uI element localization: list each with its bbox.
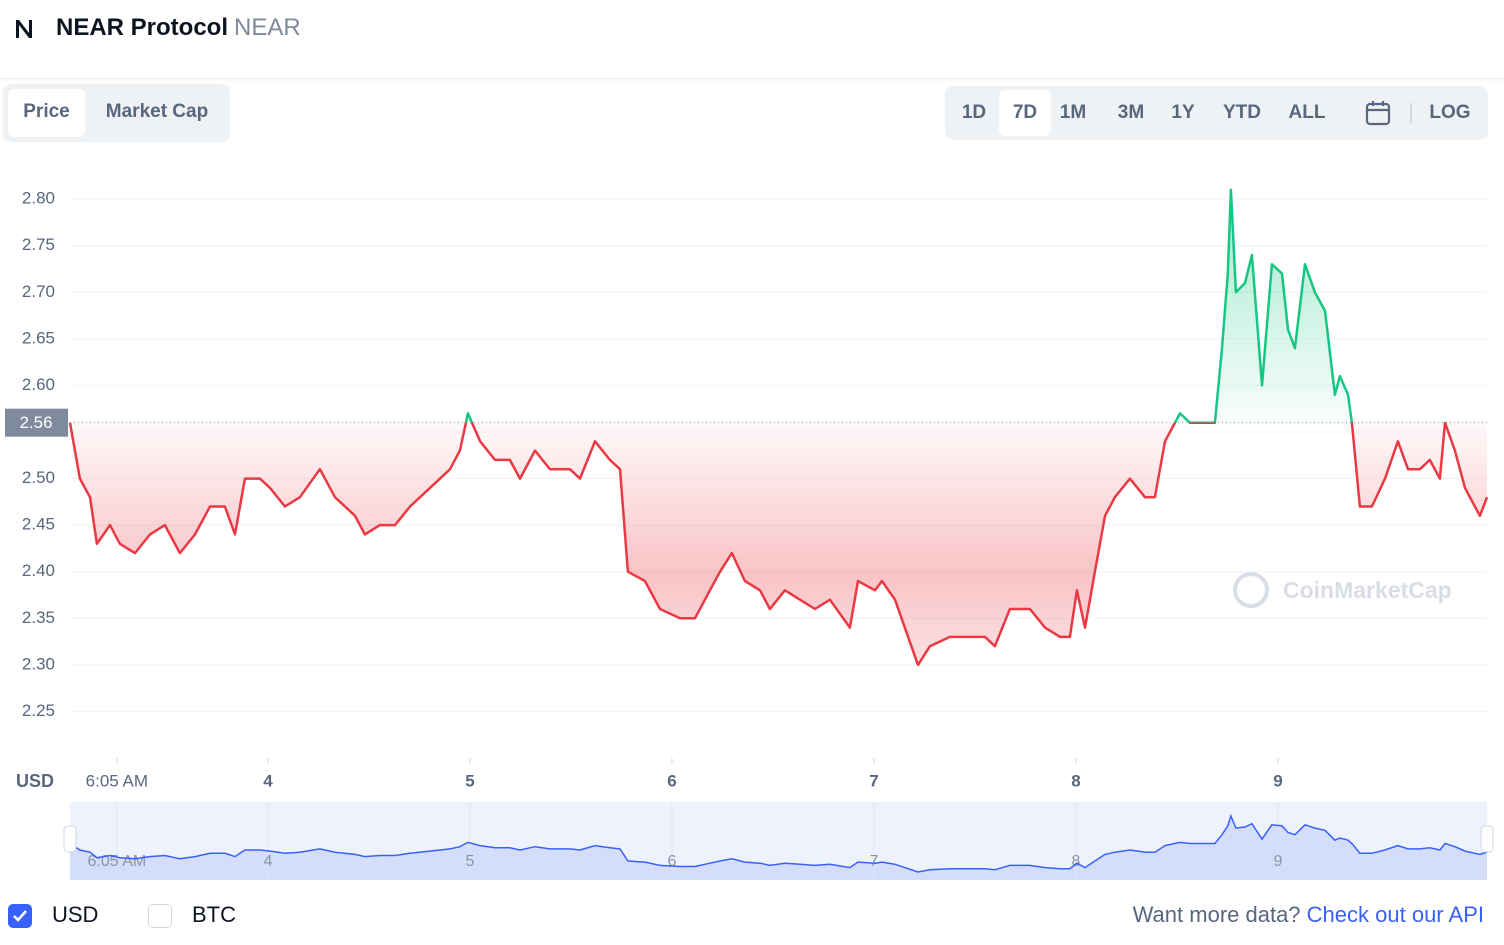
range-button[interactable]: 1M — [1059, 102, 1087, 123]
x-tick-label: 9 — [1273, 771, 1282, 790]
log-toggle[interactable]: LOG — [1429, 102, 1471, 123]
y-tick-label: 2.70 — [22, 282, 55, 301]
range-button[interactable]: 1Y — [1171, 102, 1195, 123]
checkbox[interactable] — [148, 904, 172, 928]
y-tick-label: 2.35 — [22, 608, 55, 627]
price-area — [70, 189, 1487, 665]
navigator-area — [70, 816, 1487, 880]
navigator-label: 4 — [264, 853, 273, 870]
range-button[interactable]: YTD — [1223, 102, 1261, 123]
currency-label: USD — [52, 902, 99, 927]
calendar-icon[interactable] — [1363, 98, 1393, 128]
y-tick-label: 2.45 — [22, 515, 55, 534]
range-button[interactable]: 1D — [961, 102, 987, 123]
tab[interactable]: Market Cap — [105, 101, 209, 122]
x-tick-label: 8 — [1071, 771, 1080, 790]
navigator-label: 8 — [1071, 853, 1080, 870]
coin-title: NEAR Protocol NEAR — [56, 14, 301, 42]
y-tick-label: 2.25 — [22, 701, 55, 720]
navigator-label: 7 — [869, 853, 878, 870]
watermark-logo — [1233, 572, 1269, 608]
navigator-line — [69, 813, 1488, 873]
api-link[interactable]: Check out our API — [1306, 902, 1484, 927]
y-tick-label: 2.80 — [22, 189, 55, 208]
range-group: LOG 1D 7D 1M 3M 1Y YTD ALL — [945, 86, 1488, 140]
x-tick-label: 6:05 AM — [86, 771, 148, 790]
check-icon — [13, 910, 27, 922]
tab[interactable]: Price — [8, 89, 85, 137]
header: NEAR Protocol NEAR — [0, 0, 1504, 79]
navigator-handle — [63, 825, 77, 853]
navigator-label: 9 — [1273, 853, 1282, 870]
range-button[interactable]: ALL — [1288, 102, 1326, 123]
y-tick-label: 2.65 — [22, 328, 55, 347]
range-button[interactable]: 7D — [999, 90, 1051, 136]
x-tick-label: 6 — [667, 771, 676, 790]
note: Want more data? — [1132, 902, 1301, 927]
separator — [1410, 103, 1412, 123]
price-tag-label: 2.56 — [19, 413, 52, 432]
checkbox[interactable] — [8, 904, 32, 928]
navigator-label: 6 — [667, 853, 676, 870]
price-tag — [5, 408, 68, 437]
y-tick-label: 2.50 — [22, 468, 55, 487]
watermark: CoinMarketCap — [1283, 577, 1452, 603]
x-tick-label: 5 — [465, 771, 474, 790]
y-tick-label: 2.75 — [22, 235, 55, 254]
y-tick-label: 2.40 — [22, 561, 55, 580]
y-tick-label: 2.30 — [22, 654, 55, 673]
y-axis-label: USD — [16, 771, 54, 791]
logo — [16, 20, 32, 38]
navigator-label: 5 — [465, 853, 474, 870]
navigator-handle — [1480, 825, 1494, 853]
x-tick-label: 4 — [263, 771, 273, 790]
x-tick-label: 7 — [869, 771, 878, 790]
price-line — [68, 188, 1489, 667]
navigator-label: 6:05 AM — [88, 853, 147, 870]
coin-name: NEAR Protocol — [56, 14, 229, 41]
y-tick-label: 2.60 — [22, 375, 55, 394]
chart: USD CoinMarketCap 2.25 2.30 2.35 2.40 2.45 2.5… — [5, 188, 1494, 880]
currency-label: BTC — [192, 902, 236, 927]
range-button[interactable]: 3M — [1117, 102, 1145, 123]
api-note: Want more data? Check out our API — [1133, 902, 1484, 928]
coin-symbol: NEAR — [234, 14, 301, 41]
tab-group: Price Market Cap — [3, 84, 230, 142]
